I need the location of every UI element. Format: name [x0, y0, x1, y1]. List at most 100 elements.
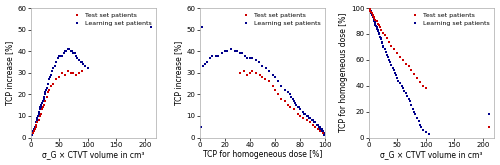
Learning set patients: [238, 52, 246, 55]
Test set patients: [302, 119, 310, 122]
Test set patients: [372, 18, 380, 21]
Test set patients: [240, 69, 248, 72]
Learning set patients: [315, 125, 323, 128]
Test set patients: [50, 82, 58, 85]
Learning set patients: [54, 56, 62, 59]
Learning set patients: [384, 56, 392, 59]
Learning set patients: [302, 115, 310, 117]
Learning set patients: [409, 108, 417, 110]
Test set patients: [422, 87, 430, 90]
Learning set patients: [408, 104, 416, 106]
Test set patients: [236, 71, 244, 74]
Learning set patients: [413, 117, 421, 119]
Learning set patients: [42, 91, 50, 94]
Test set patients: [244, 74, 252, 76]
Learning set patients: [376, 35, 384, 38]
Learning set patients: [58, 54, 66, 57]
Learning set patients: [31, 125, 39, 128]
Test set patients: [252, 71, 260, 74]
Learning set patients: [382, 51, 390, 53]
Learning set patients: [200, 65, 207, 68]
Learning set patients: [391, 71, 399, 74]
Test set patients: [390, 48, 398, 51]
Learning set patients: [236, 52, 244, 55]
Learning set patients: [46, 76, 54, 78]
Learning set patients: [258, 65, 266, 68]
Test set patients: [316, 130, 324, 132]
Learning set patients: [398, 84, 406, 87]
Test set patients: [402, 62, 410, 65]
Learning set patients: [295, 106, 303, 109]
Test set patients: [34, 121, 42, 124]
Test set patients: [36, 115, 44, 117]
Learning set patients: [284, 91, 292, 94]
Test set patients: [377, 29, 385, 31]
Learning set patients: [372, 26, 380, 29]
Learning set patients: [203, 61, 211, 63]
Learning set patients: [366, 8, 374, 11]
Test set patients: [46, 89, 54, 91]
Learning set patients: [320, 134, 328, 137]
Learning set patients: [314, 123, 322, 126]
Learning set patients: [30, 128, 38, 130]
Learning set patients: [368, 15, 376, 17]
Learning set patients: [290, 99, 298, 102]
Learning set patients: [393, 77, 401, 79]
Learning set patients: [367, 9, 375, 12]
Test set patients: [281, 99, 289, 102]
Learning set patients: [39, 99, 47, 102]
Learning set patients: [70, 52, 78, 55]
Test set patients: [40, 104, 48, 106]
Learning set patients: [31, 125, 39, 128]
Learning set patients: [406, 100, 414, 103]
Learning set patients: [28, 134, 36, 137]
Learning set patients: [319, 132, 327, 134]
Learning set patients: [281, 89, 289, 91]
Learning set patients: [29, 132, 37, 134]
Test set patients: [380, 34, 388, 37]
Learning set patients: [417, 126, 425, 129]
Test set patients: [44, 91, 52, 94]
Learning set patients: [288, 97, 296, 100]
Learning set patients: [368, 13, 376, 16]
Test set patients: [265, 80, 273, 83]
Test set patients: [258, 76, 266, 78]
Learning set patients: [376, 36, 384, 39]
Learning set patients: [318, 128, 326, 130]
Learning set patients: [34, 117, 42, 119]
Learning set patients: [28, 134, 36, 137]
Learning set patients: [30, 130, 38, 132]
Test set patients: [278, 97, 285, 100]
Legend: Test set patients, Learning set patients: Test set patients, Learning set patients: [70, 11, 154, 27]
Learning set patients: [206, 56, 214, 59]
Test set patients: [368, 11, 376, 13]
Learning set patients: [38, 99, 46, 102]
Learning set patients: [32, 121, 40, 124]
Learning set patients: [288, 95, 296, 98]
Learning set patients: [234, 50, 241, 52]
Test set patients: [413, 77, 421, 79]
Learning set patients: [56, 54, 64, 57]
Learning set patients: [319, 130, 327, 132]
Legend: Test set patients, Learning set patients: Test set patients, Learning set patients: [238, 11, 322, 27]
Learning set patients: [62, 50, 70, 52]
Test set patients: [64, 69, 72, 72]
Learning set patients: [55, 54, 63, 57]
Learning set patients: [383, 53, 391, 56]
Learning set patients: [306, 117, 314, 119]
Test set patients: [78, 69, 86, 72]
Y-axis label: TCP for homogeneous dose [%]: TCP for homogeneous dose [%]: [339, 13, 348, 132]
Test set patients: [72, 74, 80, 76]
Learning set patients: [376, 33, 384, 35]
Learning set patients: [50, 67, 58, 70]
Learning set patients: [75, 59, 83, 61]
Learning set patients: [32, 123, 40, 126]
Learning set patients: [265, 69, 273, 72]
Learning set patients: [380, 46, 388, 48]
Test set patients: [286, 106, 294, 109]
Learning set patients: [40, 97, 48, 100]
Learning set patients: [30, 125, 38, 128]
Learning set patients: [34, 113, 42, 115]
Test set patients: [290, 108, 298, 111]
Learning set patients: [377, 38, 385, 40]
